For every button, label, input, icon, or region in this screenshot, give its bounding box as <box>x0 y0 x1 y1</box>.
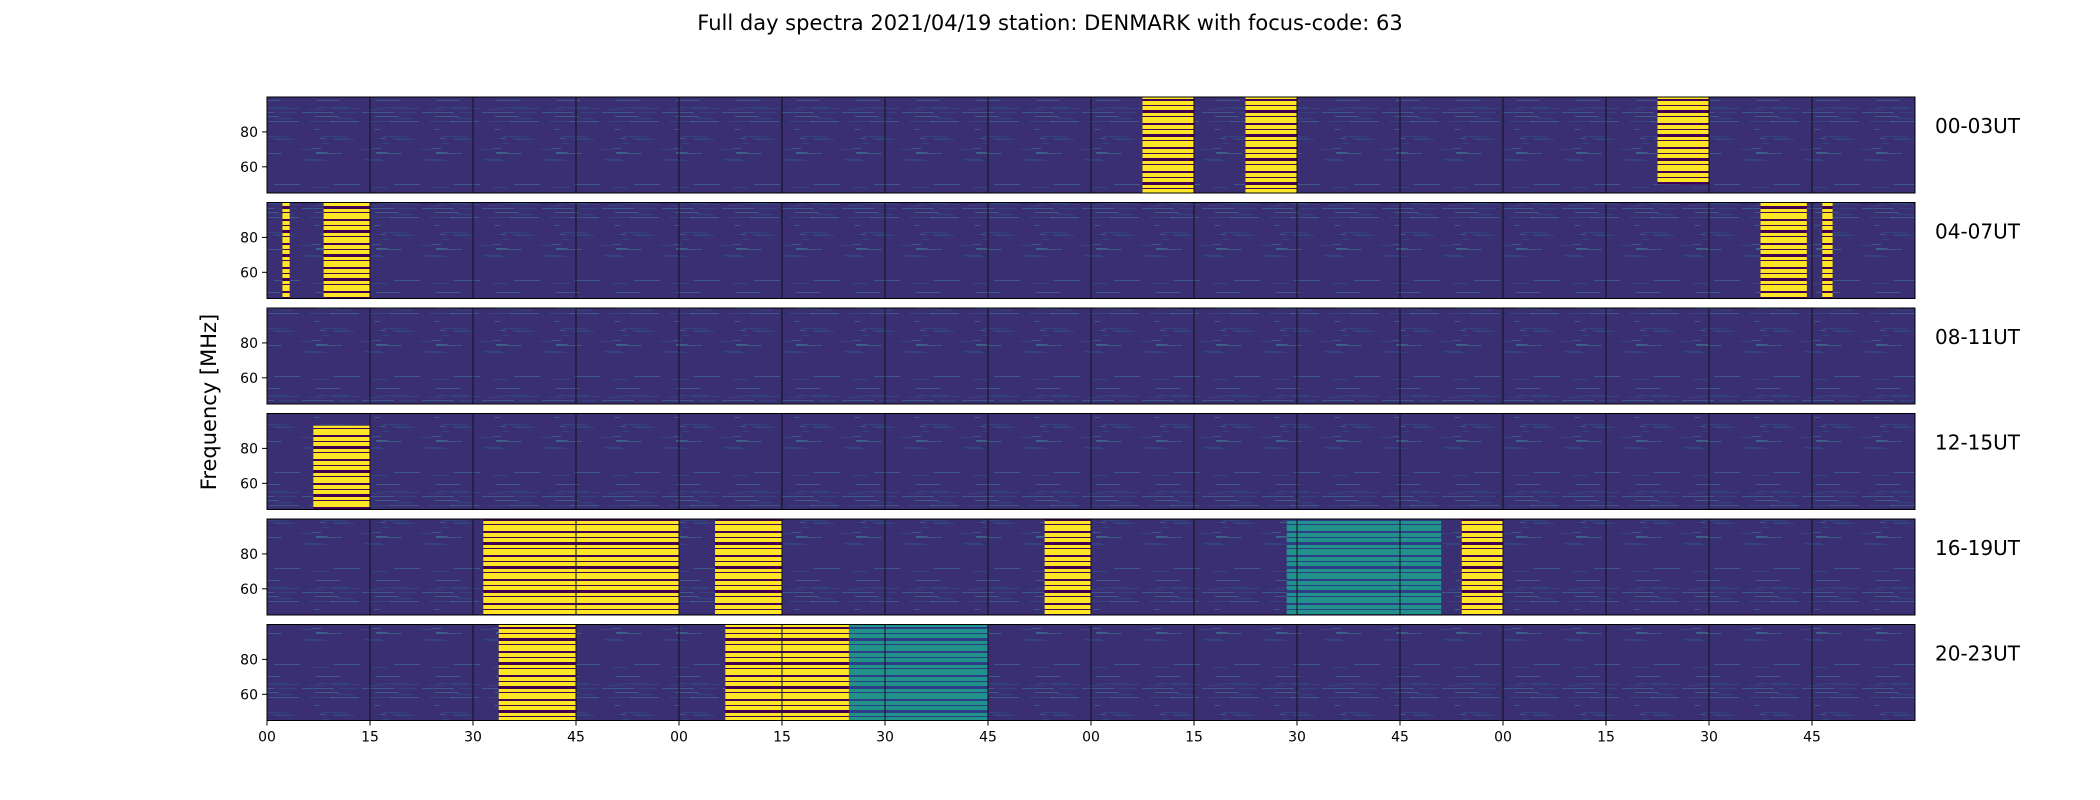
burst-6-1 <box>498 624 576 721</box>
y-tick-label: 80 <box>240 336 258 352</box>
spectra-panel-5: 60 80 16-19UT <box>240 518 2021 616</box>
y-tick-label: 80 <box>240 125 258 141</box>
burst-1-2 <box>1245 97 1297 193</box>
panel-frame <box>266 518 1916 616</box>
x-tick-label: 15 <box>1597 730 1615 746</box>
spectra-panel-3: 60 80 08-11UT <box>240 307 2021 405</box>
x-tick-label: 45 <box>979 730 997 746</box>
x-tick-label: 45 <box>1391 730 1409 746</box>
burst-2-1 <box>282 202 290 299</box>
x-tick-label: 00 <box>1082 730 1100 746</box>
burst-6-2 <box>725 624 849 721</box>
y-axis-label: Frequency [MHz] <box>197 314 221 490</box>
burst-2-2 <box>323 202 370 299</box>
y-tick-label: 80 <box>240 230 258 246</box>
burst-2-3 <box>1760 202 1807 299</box>
spectra-panels: 60 80 00-03UT 60 80 04-07UT 60 80 08-11UT 60 80 12-… <box>240 96 2021 721</box>
burst-2-4 <box>1822 202 1833 299</box>
x-tick-label: 45 <box>567 730 585 746</box>
x-tick-label: 00 <box>670 730 688 746</box>
y-tick-label: 60 <box>240 160 258 176</box>
burst-1-3 <box>1657 97 1709 185</box>
row-label: 16-19UT <box>1935 536 2021 560</box>
y-tick-label: 80 <box>240 652 258 668</box>
burst-5-4 <box>1286 519 1442 615</box>
y-tick-label: 60 <box>240 371 258 387</box>
x-tick-label: 15 <box>773 730 791 746</box>
y-tick-label: 60 <box>240 265 258 281</box>
row-label: 12-15UT <box>1935 431 2021 455</box>
x-axis: 00 15 30 45 00 15 30 45 00 15 30 45 00 15 30 45 <box>258 720 1821 746</box>
x-tick-label: 15 <box>1185 730 1203 746</box>
x-tick-label: 45 <box>1803 730 1821 746</box>
row-label: 00-03UT <box>1935 114 2021 138</box>
spectra-panel-1: 60 80 00-03UT <box>240 96 2021 194</box>
burst-4-1 <box>313 425 370 510</box>
burst-5-1 <box>483 519 679 615</box>
x-tick-label: 00 <box>258 730 276 746</box>
row-label: 20-23UT <box>1935 642 2021 666</box>
x-tick-label: 00 <box>1494 730 1512 746</box>
y-tick-label: 60 <box>240 687 258 703</box>
panel-frame <box>266 96 1916 194</box>
x-tick-label: 30 <box>1700 730 1718 746</box>
x-tick-label: 15 <box>361 730 379 746</box>
spectra-panel-4: 60 80 12-15UT <box>240 413 2021 510</box>
panel-frame <box>266 413 1916 510</box>
panel-frame <box>266 202 1916 299</box>
burst-6-3 <box>848 624 988 721</box>
chart-title: Full day spectra 2021/04/19 station: DEN… <box>697 11 1402 35</box>
spectra-panel-6: 60 80 20-23UT <box>240 624 2021 721</box>
burst-5-3 <box>1044 519 1091 615</box>
spectra-panel-2: 60 80 04-07UT <box>240 202 2021 299</box>
row-label: 04-07UT <box>1935 220 2021 244</box>
y-tick-label: 80 <box>240 547 258 563</box>
panel-frame <box>266 307 1916 405</box>
x-tick-label: 30 <box>464 730 482 746</box>
burst-5-5 <box>1461 519 1503 615</box>
y-tick-label: 60 <box>240 582 258 598</box>
burst-1-1 <box>1142 97 1194 193</box>
x-tick-label: 30 <box>1288 730 1306 746</box>
row-label: 08-11UT <box>1935 325 2021 349</box>
x-tick-label: 30 <box>876 730 894 746</box>
y-tick-label: 80 <box>240 441 258 457</box>
burst-5-2 <box>715 519 782 615</box>
y-tick-label: 60 <box>240 476 258 492</box>
